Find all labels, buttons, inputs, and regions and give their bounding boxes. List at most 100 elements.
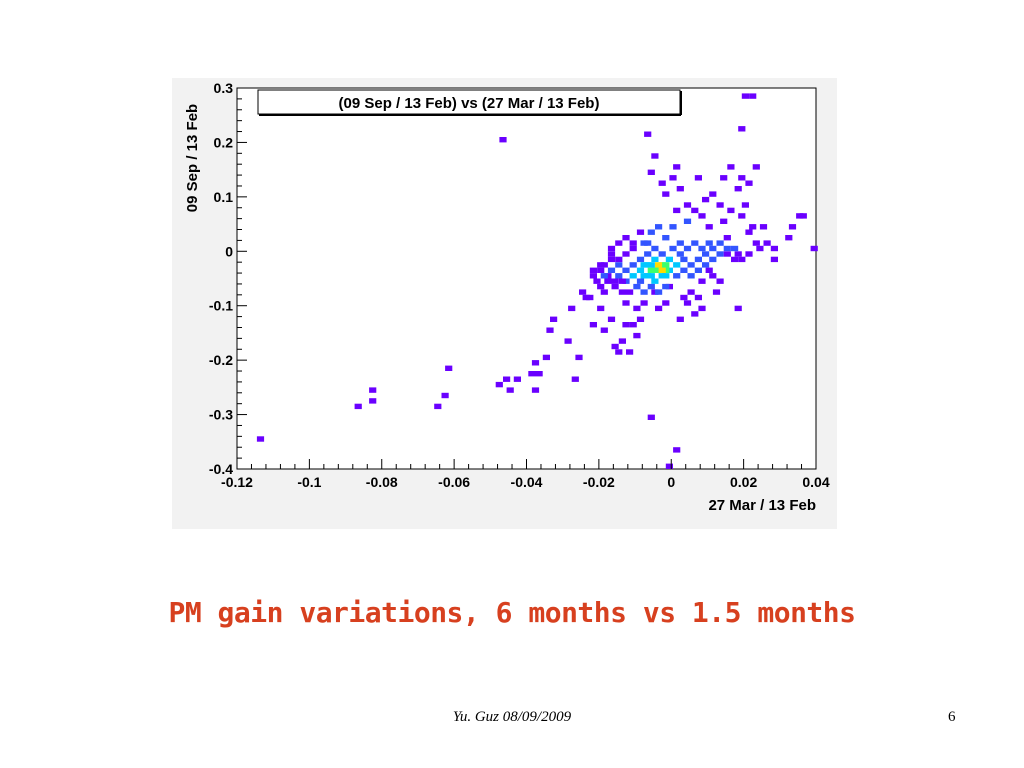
histogram-bin bbox=[636, 267, 645, 273]
histogram-bin bbox=[727, 164, 735, 170]
histogram-bin bbox=[731, 256, 739, 263]
x-tick-label: -0.02 bbox=[583, 474, 615, 490]
histogram-bin bbox=[531, 360, 540, 366]
histogram-bin bbox=[434, 403, 442, 410]
histogram-bin bbox=[369, 398, 377, 404]
histogram-bin bbox=[665, 463, 673, 469]
y-tick-label: 0.2 bbox=[214, 134, 234, 150]
histogram-bin bbox=[611, 343, 619, 350]
histogram-bin bbox=[691, 311, 699, 317]
histogram-bin bbox=[550, 316, 558, 322]
x-axis-ticks: -0.12 -0.1 -0.08 -0.06 -0.04 -0.02 0 0.02 0.04 bbox=[221, 459, 830, 490]
histogram-bin bbox=[655, 262, 663, 268]
histogram-bin bbox=[636, 278, 645, 284]
histogram-bin bbox=[629, 240, 637, 246]
histogram-bin bbox=[651, 256, 659, 263]
histogram-bin bbox=[593, 278, 601, 284]
histogram-bin bbox=[683, 218, 692, 224]
histogram-bin bbox=[607, 316, 616, 322]
histogram-bin bbox=[770, 256, 778, 263]
y-axis-label: 09 Sep / 13 Feb bbox=[184, 104, 201, 212]
histogram-bin bbox=[683, 245, 692, 252]
histogram-bin bbox=[629, 245, 637, 252]
histogram-bin bbox=[651, 153, 659, 159]
histogram-bin bbox=[546, 327, 554, 333]
y-tick-label: -0.1 bbox=[209, 298, 233, 314]
histogram-bin bbox=[723, 235, 731, 241]
histogram-bin bbox=[607, 267, 616, 273]
histogram-bin bbox=[633, 332, 641, 339]
histogram-bin bbox=[676, 251, 684, 257]
y-tick-label: -0.3 bbox=[209, 407, 233, 423]
histogram-bin bbox=[658, 251, 666, 257]
histogram-bin bbox=[741, 93, 749, 99]
histogram-bin bbox=[629, 273, 637, 279]
histogram-bin bbox=[658, 180, 666, 186]
histogram-bin bbox=[673, 164, 681, 170]
histogram-bin bbox=[568, 305, 576, 312]
histogram-bin bbox=[615, 256, 623, 263]
histogram-bins bbox=[256, 93, 818, 469]
histogram-bin bbox=[636, 316, 645, 322]
histogram-bin bbox=[683, 300, 692, 306]
histogram-bin bbox=[662, 273, 670, 279]
histogram-bin bbox=[640, 240, 648, 246]
histogram-bin bbox=[575, 354, 583, 361]
histogram-bin bbox=[734, 251, 742, 257]
histogram-bin bbox=[676, 316, 684, 322]
histogram-bin bbox=[618, 289, 626, 295]
page-number: 6 bbox=[948, 709, 956, 725]
histogram-bin bbox=[738, 213, 746, 219]
histogram-bin bbox=[673, 262, 681, 268]
histogram-bin bbox=[647, 283, 655, 290]
histogram-bin bbox=[662, 262, 670, 268]
histogram-bin bbox=[651, 278, 659, 284]
histogram-bin bbox=[633, 283, 641, 290]
histogram-bin bbox=[658, 267, 666, 273]
histogram-bin bbox=[716, 240, 724, 246]
histogram-bin bbox=[495, 381, 503, 388]
y-tick-label: -0.2 bbox=[209, 352, 233, 368]
histogram-bin bbox=[749, 93, 757, 99]
histogram-bin bbox=[503, 376, 511, 382]
histogram-bin bbox=[702, 251, 710, 257]
histogram-bin bbox=[694, 256, 702, 263]
histogram-bin bbox=[256, 436, 265, 442]
y-tick-label: 0.1 bbox=[214, 189, 234, 205]
histogram-bin bbox=[607, 256, 616, 263]
histogram-bin bbox=[633, 305, 641, 312]
histogram-bin bbox=[622, 251, 630, 257]
histogram-bin bbox=[354, 403, 362, 410]
histogram-bin bbox=[607, 251, 616, 257]
histogram-bin bbox=[756, 245, 764, 252]
histogram-bin bbox=[698, 245, 706, 252]
histogram-bin bbox=[745, 180, 753, 186]
plot-panel: -0.12 -0.1 -0.08 -0.06 -0.04 -0.02 0 0.02 0.04 0… bbox=[172, 78, 837, 529]
histogram-bin bbox=[640, 300, 648, 306]
x-tick-label: 0.02 bbox=[730, 474, 757, 490]
histogram-bin bbox=[611, 283, 619, 290]
histogram-bin bbox=[600, 289, 608, 295]
histogram-bin bbox=[651, 245, 659, 252]
histogram-bin bbox=[531, 387, 540, 393]
histogram-bin bbox=[705, 240, 713, 246]
histogram-bin bbox=[655, 224, 663, 230]
histogram-bin bbox=[763, 240, 771, 246]
chart-title: (09 Sep / 13 Feb) vs (27 Mar / 13 Feb) bbox=[339, 95, 600, 112]
histogram-bin bbox=[589, 267, 597, 273]
histogram-bin bbox=[738, 126, 746, 132]
histogram-bin bbox=[683, 202, 692, 208]
histogram-bin bbox=[597, 305, 605, 312]
x-tick-label: 0.04 bbox=[802, 474, 829, 490]
x-tick-label: -0.04 bbox=[511, 474, 543, 490]
histogram-bin bbox=[542, 354, 550, 361]
slide-caption: PM gain variations, 6 months vs 1.5 mont… bbox=[168, 596, 856, 629]
histogram-bin bbox=[734, 186, 742, 192]
histogram-bin bbox=[589, 273, 597, 279]
histogram-bin bbox=[636, 229, 645, 235]
histogram-bin bbox=[799, 213, 807, 219]
histogram-bin bbox=[528, 371, 536, 377]
histogram-bin bbox=[622, 300, 630, 306]
histogram-bin bbox=[669, 175, 677, 181]
histogram-bin bbox=[655, 305, 663, 312]
